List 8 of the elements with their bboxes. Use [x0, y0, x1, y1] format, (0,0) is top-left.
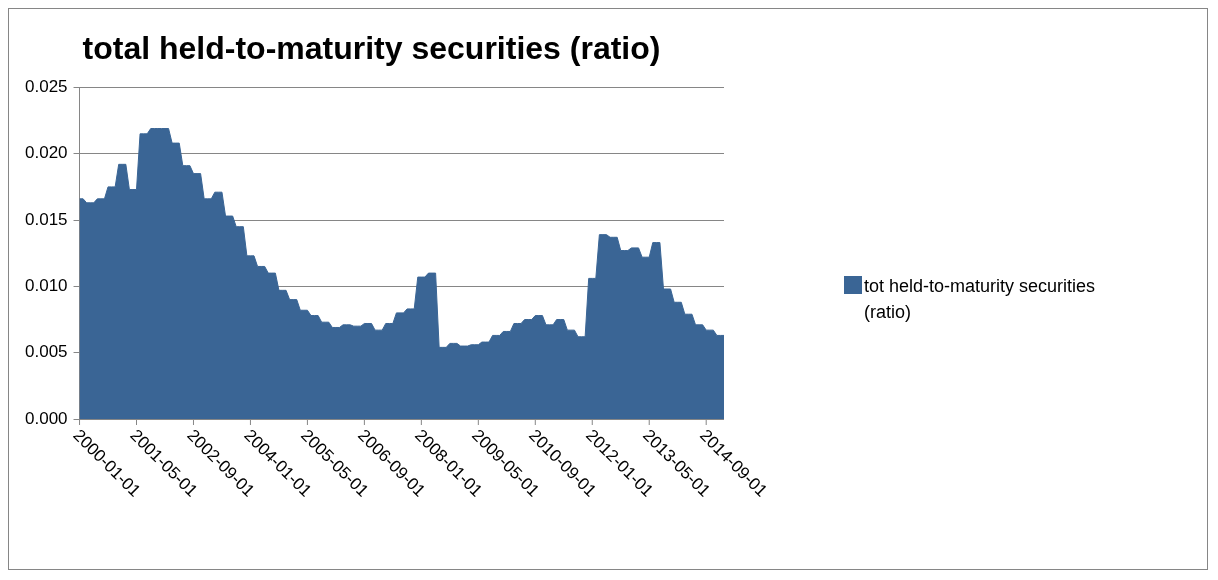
y-tick-label: 0.020	[24, 143, 68, 163]
y-tick-label: 0.025	[24, 77, 68, 97]
chart-title: total held-to-maturity securities (ratio)	[82, 30, 661, 67]
y-tick-label: 0.015	[24, 209, 68, 229]
legend-label: tot held-to-maturity securities (ratio)	[864, 275, 1097, 324]
y-tick-label: 0.000	[24, 408, 68, 428]
y-tick-label: 0.005	[24, 342, 68, 362]
y-tick-label: 0.010	[24, 276, 68, 296]
